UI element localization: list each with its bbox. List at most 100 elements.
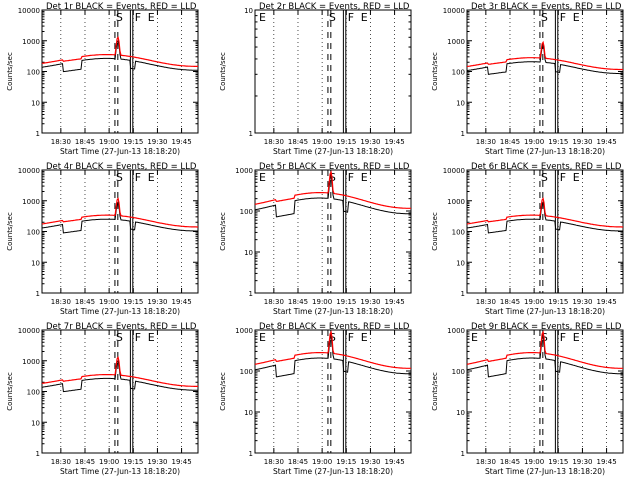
marker-label-s: S <box>116 11 123 24</box>
plot-frame <box>41 169 199 294</box>
events-series-line <box>254 174 411 218</box>
y-tick-label: 10000 <box>443 167 465 175</box>
lld-series-line <box>41 196 198 228</box>
plot-frame <box>254 329 412 454</box>
y-tick-label: 100 <box>240 208 253 216</box>
x-tick-label: 19:15 <box>336 138 356 146</box>
lld-series-line <box>466 40 623 71</box>
y-tick-label: 1000 <box>22 358 40 366</box>
y-axis-label: Counts/sec <box>431 212 439 251</box>
marker-label-f: F <box>348 11 354 24</box>
plot-frame <box>254 9 412 134</box>
x-tick-label: 19:45 <box>384 138 404 146</box>
y-tick-label: 10 <box>456 99 465 107</box>
marker-label-e: E <box>361 331 368 344</box>
x-tick-label: 19:30 <box>147 298 167 306</box>
lld-series-line <box>41 35 198 68</box>
x-tick-label: 19:45 <box>384 458 404 466</box>
y-tick-label: 1000 <box>22 198 40 206</box>
x-tick-label: 18:30 <box>476 138 496 146</box>
x-tick-label: 19:30 <box>572 298 592 306</box>
marker-label-e: E <box>148 171 155 184</box>
detector-panel-1: Det 1r BLACK = Events, RED = LLD 1 10 100 10… <box>6 2 199 156</box>
lld-series-line <box>466 330 623 369</box>
y-tick-label: 1000 <box>22 38 40 46</box>
detector-panel-2: Det 2r BLACK = Events, RED = LLD 1 10 18:30… <box>219 2 412 156</box>
marker-label-f: F <box>348 331 354 344</box>
x-tick-label: 19:45 <box>171 298 191 306</box>
y-tick-label: 1000 <box>447 198 465 206</box>
y-tick-label: 1 <box>249 130 253 138</box>
x-tick-label: 18:30 <box>51 298 71 306</box>
x-tick-label: 19:00 <box>99 138 119 146</box>
x-tick-label: 19:30 <box>147 458 167 466</box>
y-tick-label: 10 <box>31 419 40 427</box>
x-tick-label: 18:30 <box>264 298 284 306</box>
lld-series-line <box>254 330 411 369</box>
x-tick-label: 18:45 <box>288 138 308 146</box>
panel-title: Det 2r BLACK = Events, RED = LLD <box>259 2 410 12</box>
x-tick-label: 19:45 <box>384 298 404 306</box>
panel-title: Det 5r BLACK = Events, RED = LLD <box>259 162 410 172</box>
marker-label-e: E <box>259 11 266 24</box>
x-axis-label: Start Time (27-Jun-13 18:18:20) <box>60 307 180 316</box>
lld-series-line <box>41 355 198 387</box>
marker-label-f: F <box>560 331 566 344</box>
x-tick-label: 18:45 <box>75 298 95 306</box>
marker-label-f: F <box>560 11 566 24</box>
y-tick-label: 10 <box>244 409 253 417</box>
y-tick-label: 100 <box>452 368 465 376</box>
y-tick-label: 1 <box>461 450 465 458</box>
panel-title: Det 3r BLACK = Events, RED = LLD <box>471 2 622 12</box>
marker-label-e: E <box>361 171 368 184</box>
x-tick-label: 19:30 <box>572 458 592 466</box>
lld-series-line <box>254 170 411 209</box>
events-series-line <box>41 359 198 393</box>
x-tick-label: 19:30 <box>360 138 380 146</box>
y-axis-label: Counts/sec <box>6 372 14 411</box>
plot-frame <box>466 329 624 454</box>
y-axis-label: Counts/sec <box>219 212 227 251</box>
panel-title: Det 4r BLACK = Events, RED = LLD <box>46 162 197 172</box>
y-tick-label: 100 <box>452 69 465 77</box>
y-tick-label: 10 <box>456 259 465 267</box>
y-tick-label: 10000 <box>18 327 40 335</box>
x-tick-label: 18:45 <box>75 138 95 146</box>
panel-title: Det 7r BLACK = Events, RED = LLD <box>46 322 197 332</box>
y-tick-label: 1000 <box>447 327 465 335</box>
y-tick-label: 1000 <box>235 167 253 175</box>
events-series-line <box>254 334 411 378</box>
x-tick-label: 19:15 <box>548 458 568 466</box>
detector-panel-7: Det 7r BLACK = Events, RED = LLD 1 10 100 10… <box>6 322 199 476</box>
marker-label-f: F <box>560 171 566 184</box>
y-tick-label: 10 <box>31 99 40 107</box>
events-series-line <box>41 39 198 73</box>
y-tick-label: 100 <box>27 389 40 397</box>
x-tick-label: 19:15 <box>548 298 568 306</box>
panel-title: Det 1r BLACK = Events, RED = LLD <box>46 2 197 12</box>
y-tick-label: 1 <box>36 130 40 138</box>
marker-label-s: S <box>116 171 123 184</box>
marker-label-e: E <box>361 11 368 24</box>
x-axis-label: Start Time (27-Jun-13 18:18:20) <box>273 307 393 316</box>
marker-label-e: E <box>573 331 580 344</box>
marker-label-e: E <box>471 331 478 344</box>
y-tick-label: 1000 <box>447 38 465 46</box>
y-tick-label: 10 <box>244 249 253 257</box>
x-tick-label: 18:45 <box>500 138 520 146</box>
detector-panel-6: Det 6r BLACK = Events, RED = LLD 1 10 100 10… <box>431 162 624 316</box>
x-tick-label: 19:15 <box>123 298 143 306</box>
events-series-line <box>466 201 623 234</box>
y-tick-label: 1 <box>461 290 465 298</box>
detector-panel-8: Det 8r BLACK = Events, RED = LLD 1 10 100 10… <box>219 322 412 476</box>
x-tick-label: 19:15 <box>336 458 356 466</box>
x-tick-label: 19:30 <box>572 138 592 146</box>
x-tick-label: 18:45 <box>75 458 95 466</box>
marker-label-s: S <box>116 331 123 344</box>
x-axis-label: Start Time (27-Jun-13 18:18:20) <box>60 467 180 476</box>
x-tick-label: 19:15 <box>123 458 143 466</box>
x-tick-label: 19:30 <box>147 138 167 146</box>
y-tick-label: 100 <box>452 229 465 237</box>
marker-label-e: E <box>573 171 580 184</box>
y-tick-label: 10000 <box>18 167 40 175</box>
